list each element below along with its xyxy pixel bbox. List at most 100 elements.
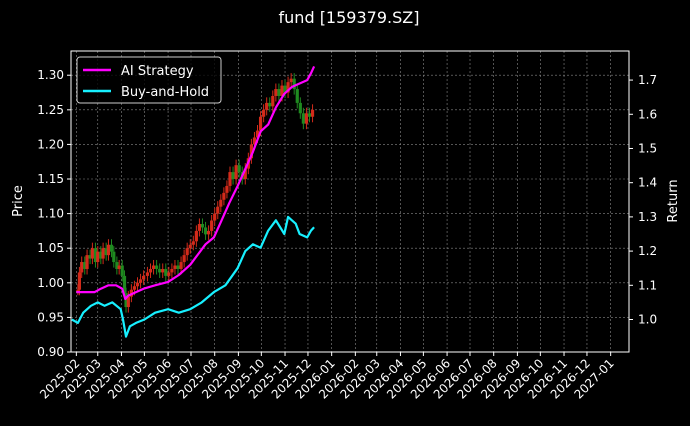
left-tick-label: 1.20 bbox=[37, 137, 64, 151]
candle-body bbox=[126, 296, 130, 308]
right-axis: 1.0 1.1 1.2 1.3 1.4 1.5 1.6 1.7 bbox=[629, 73, 657, 327]
candle-body bbox=[80, 262, 84, 273]
left-tick-label: 1.15 bbox=[37, 172, 64, 186]
left-tick-label: 1.05 bbox=[37, 241, 64, 255]
right-tick-label: 1.4 bbox=[638, 176, 657, 190]
candle-body bbox=[148, 268, 153, 273]
candle-body bbox=[155, 265, 159, 269]
candle-body bbox=[77, 272, 82, 290]
candle-body bbox=[122, 275, 127, 294]
candle-body bbox=[145, 272, 150, 276]
candle-body bbox=[135, 282, 140, 287]
candle-body bbox=[304, 113, 309, 124]
right-tick-label: 1.5 bbox=[638, 141, 657, 155]
candle-body bbox=[194, 230, 198, 242]
left-tick-label: 1.25 bbox=[37, 103, 64, 117]
candle-body bbox=[234, 165, 238, 180]
candle-body bbox=[258, 116, 263, 131]
candle-body bbox=[271, 95, 275, 107]
right-tick-label: 1.3 bbox=[638, 210, 657, 224]
candle-body bbox=[265, 102, 269, 110]
candle-body bbox=[90, 248, 95, 259]
series-line-ai-strategy bbox=[76, 65, 316, 301]
candle-body bbox=[191, 241, 195, 245]
candle-body bbox=[76, 289, 80, 292]
candle-body bbox=[161, 268, 165, 273]
candle-body bbox=[99, 251, 103, 259]
series-line-buy-and-hold bbox=[71, 215, 315, 338]
candle-body bbox=[219, 199, 223, 207]
candle-body bbox=[124, 293, 128, 308]
candle-body bbox=[109, 244, 114, 252]
candle-body bbox=[213, 213, 217, 221]
candle-body bbox=[216, 206, 220, 214]
candle-body bbox=[164, 268, 168, 276]
candle-body bbox=[283, 85, 287, 93]
candle-body bbox=[106, 244, 111, 256]
candle-body bbox=[170, 268, 174, 273]
candle-body bbox=[158, 268, 162, 273]
right-tick-label: 1.7 bbox=[638, 73, 657, 87]
candle-body bbox=[182, 255, 186, 263]
candle-body bbox=[274, 89, 278, 96]
candle-body bbox=[138, 279, 143, 283]
candle-body bbox=[289, 78, 293, 83]
candle-body bbox=[167, 272, 171, 276]
candle-body bbox=[298, 102, 302, 114]
candle-body bbox=[243, 168, 247, 180]
candle-body bbox=[225, 185, 229, 193]
plot-frame bbox=[70, 50, 630, 353]
legend-label-buy-and-hold: Buy-and-Hold bbox=[121, 85, 209, 100]
candle-body bbox=[104, 248, 108, 256]
right-tick-label: 1.0 bbox=[638, 313, 657, 327]
candle-body bbox=[101, 248, 105, 259]
candle-body bbox=[188, 244, 192, 249]
left-tick-label: 1.30 bbox=[37, 68, 64, 82]
legend-box bbox=[76, 56, 222, 104]
candle-body bbox=[222, 192, 226, 200]
candle-body bbox=[206, 230, 211, 235]
left-tick-label: 1.10 bbox=[37, 207, 64, 221]
left-tick-label: 1.00 bbox=[37, 276, 64, 290]
candle-body bbox=[96, 251, 100, 263]
candle-body bbox=[310, 109, 315, 117]
candle-body bbox=[237, 165, 241, 173]
candle-body bbox=[292, 78, 296, 90]
right-tick-label: 1.2 bbox=[638, 244, 657, 258]
legend-label-ai-strategy: AI Strategy bbox=[121, 64, 194, 79]
right-axis-label: Return bbox=[666, 179, 681, 222]
left-tick-label: 0.90 bbox=[37, 345, 64, 359]
candle-body bbox=[197, 223, 202, 231]
chart-title: fund [159379.SZ] bbox=[279, 8, 420, 27]
candle-body bbox=[255, 130, 260, 138]
candle-body bbox=[179, 262, 183, 269]
candle-body bbox=[115, 262, 119, 269]
candle-body bbox=[173, 265, 177, 269]
candle-body bbox=[120, 265, 124, 276]
left-axis-label: Price bbox=[11, 185, 26, 217]
right-tick-label: 1.6 bbox=[638, 107, 657, 121]
candle-body bbox=[280, 85, 284, 96]
candle-body bbox=[252, 137, 257, 145]
candle-body bbox=[117, 265, 121, 269]
candle-body bbox=[88, 255, 92, 259]
candle-body bbox=[268, 102, 272, 107]
legend: AI Strategy Buy-and-Hold bbox=[76, 56, 222, 104]
candle-body bbox=[132, 286, 137, 290]
candle-body bbox=[231, 172, 235, 180]
candle-body bbox=[210, 220, 214, 231]
candle-body bbox=[295, 89, 299, 103]
series-lines bbox=[71, 65, 316, 338]
candle-body bbox=[228, 172, 232, 186]
candle-body bbox=[286, 82, 290, 93]
candle-body bbox=[307, 113, 312, 117]
candle-body bbox=[301, 113, 305, 124]
candle-body bbox=[93, 248, 98, 263]
candle-body bbox=[249, 144, 253, 159]
candle-body bbox=[262, 109, 266, 117]
candle-body bbox=[200, 223, 205, 228]
candle-body bbox=[85, 255, 89, 269]
candle-body bbox=[112, 251, 116, 263]
